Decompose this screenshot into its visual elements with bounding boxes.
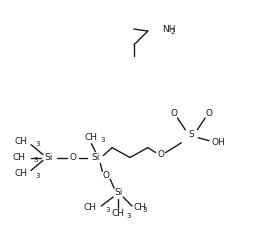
Text: CH: CH — [14, 137, 27, 146]
Text: CH: CH — [14, 169, 27, 178]
Text: O: O — [157, 150, 164, 159]
Text: 3: 3 — [36, 141, 40, 147]
Text: O: O — [170, 109, 177, 118]
Text: CH: CH — [12, 153, 25, 162]
Text: 3: 3 — [36, 173, 40, 179]
Text: 3: 3 — [105, 207, 109, 213]
Text: 3: 3 — [127, 213, 131, 219]
Text: 3: 3 — [100, 137, 105, 143]
Text: CH: CH — [85, 133, 98, 142]
Text: Si: Si — [45, 153, 53, 162]
Text: 2: 2 — [170, 29, 175, 35]
Text: O: O — [206, 109, 213, 118]
Text: CH: CH — [134, 203, 147, 212]
Text: O: O — [69, 153, 76, 162]
Text: 3: 3 — [143, 207, 147, 213]
Text: CH: CH — [112, 209, 125, 218]
Text: O: O — [103, 171, 110, 180]
Text: 3: 3 — [34, 157, 38, 163]
Text: Si: Si — [114, 188, 122, 197]
Text: CH: CH — [83, 203, 96, 212]
Text: NH: NH — [162, 25, 175, 34]
Text: Si: Si — [91, 153, 99, 162]
Text: S: S — [188, 130, 194, 139]
Text: OH: OH — [211, 138, 225, 147]
